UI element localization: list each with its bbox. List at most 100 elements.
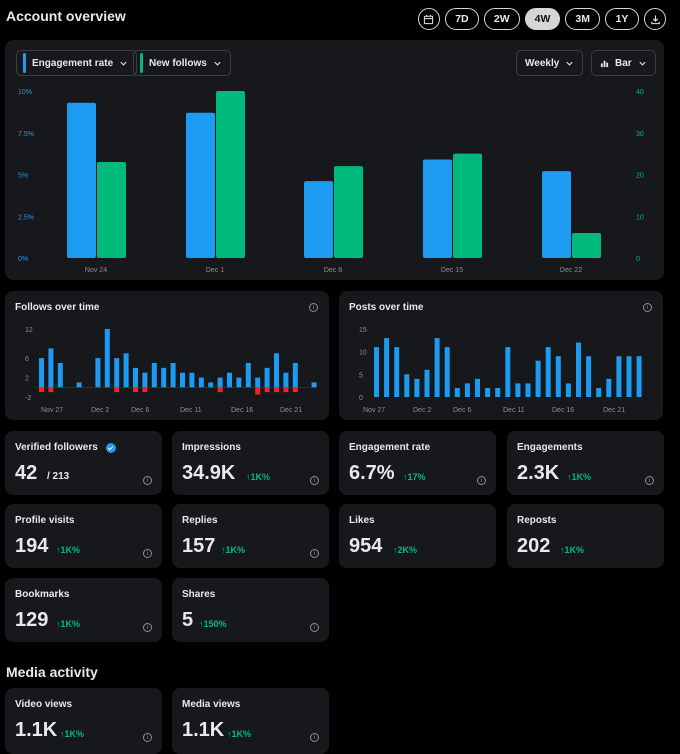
info-icon[interactable]: i [310, 733, 319, 742]
x-tick: Dec 11 [503, 407, 525, 414]
metric-label: Bookmarks [15, 589, 70, 600]
metric-card-engagement-rate[interactable]: Engagement rate 6.7% ↑17% i [339, 431, 496, 495]
metric-select-new-follows[interactable]: New follows [133, 50, 231, 76]
bar-follows-gain [274, 353, 279, 388]
download-button[interactable] [644, 8, 666, 30]
pill-label: Engagement rate [32, 57, 114, 69]
range-7d-button[interactable]: 7D [444, 8, 479, 30]
x-tick: Nov 27 [363, 407, 385, 414]
metric-card-engagements[interactable]: Engagements 2.3K ↑1K% i [507, 431, 664, 495]
period-select[interactable]: Weekly [516, 50, 584, 76]
info-icon[interactable]: i [310, 623, 319, 632]
bar-posts [384, 338, 390, 397]
bar-follows-gain [292, 363, 298, 388]
x-tick: Dec 1 [206, 267, 224, 274]
metric-card-impressions[interactable]: Impressions 34.9K ↑1K% i [172, 431, 329, 495]
bar-follows-loss [48, 387, 54, 393]
series-color-swatch [140, 53, 143, 73]
bar-follows-gain [227, 372, 232, 388]
bar-engagement-rate [304, 181, 333, 258]
metric-value: 34.9K [182, 462, 236, 484]
bar-follows-gain [170, 363, 176, 388]
bar-follows-gain [198, 377, 204, 388]
metric-card-bookmarks[interactable]: Bookmarks 129 ↑1K% i [5, 578, 162, 642]
metric-change: ↑1K% [246, 472, 271, 482]
bar-posts [535, 360, 541, 397]
pill-label: Weekly [525, 57, 560, 69]
bar-new-follows [97, 161, 126, 258]
page-title: Account overview [6, 8, 126, 24]
metric-label: Verified followers [15, 442, 98, 453]
metric-value: 954 [349, 535, 383, 557]
bar-follows-loss [292, 387, 298, 393]
y-tick: 5 [359, 372, 363, 379]
bar-new-follows [572, 232, 601, 258]
metric-card-profile-visits[interactable]: Profile visits 194 ↑1K% i [5, 504, 162, 568]
bar-follows-gain [283, 372, 289, 388]
info-icon[interactable]: i [310, 549, 319, 558]
info-icon[interactable]: i [309, 303, 318, 312]
y-tick-right: 10 [636, 214, 644, 221]
chevron-down-icon [120, 61, 127, 66]
range-4w-button[interactable]: 4W [524, 8, 561, 30]
bar-follows-gain [161, 367, 167, 388]
metric-change: ↑1K% [221, 545, 246, 555]
bar-follows-gain [189, 372, 195, 388]
metric-card-verified-followers[interactable]: Verified followers 42 / 213 i [5, 431, 162, 495]
info-icon[interactable]: i [477, 476, 486, 485]
x-tick: Dec 15 [441, 267, 463, 274]
metric-change: ↑1K% [60, 729, 85, 739]
card-title: Posts over time [349, 302, 424, 313]
bar-posts [464, 383, 470, 397]
metric-card-reposts[interactable]: Reposts 202 ↑1K% [507, 504, 664, 568]
bar-engagement-rate [186, 112, 215, 259]
calendar-button[interactable] [417, 8, 440, 30]
metric-card-likes[interactable]: Likes 954 ↑2K% [339, 504, 496, 568]
metric-card-video-views[interactable]: Video views 1.1K ↑1K% i [5, 688, 162, 754]
bar-follows-gain [57, 363, 63, 388]
bar-follows-loss [133, 387, 138, 393]
chevron-down-icon [566, 61, 573, 66]
bar-posts [374, 347, 379, 397]
metric-card-shares[interactable]: Shares 5 ↑150% i [172, 578, 329, 642]
range-3m-button[interactable]: 3M [565, 8, 600, 30]
bar-follows-gain [264, 367, 270, 388]
info-icon[interactable]: i [143, 549, 152, 558]
bar-posts [616, 356, 622, 397]
metric-change: ↑2K% [393, 545, 418, 555]
info-icon[interactable]: i [310, 476, 319, 485]
bar-posts [555, 356, 561, 397]
bar-posts [485, 387, 491, 397]
range-1y-button[interactable]: 1Y [605, 8, 639, 30]
download-icon [650, 14, 660, 24]
bar-new-follows [453, 153, 482, 258]
metric-value: 202 [517, 535, 551, 557]
x-tick: Dec 8 [324, 267, 342, 274]
bar-posts [495, 387, 501, 397]
metric-change: ↑1K% [56, 545, 81, 555]
bar-posts [414, 378, 420, 397]
info-icon[interactable]: i [645, 476, 654, 485]
info-icon[interactable]: i [143, 733, 152, 742]
info-icon[interactable]: i [143, 476, 152, 485]
bar-posts [596, 387, 602, 397]
bar-posts [444, 347, 450, 397]
range-2w-button[interactable]: 2W [483, 8, 520, 30]
info-icon[interactable]: i [643, 303, 652, 312]
info-icon[interactable]: i [143, 623, 152, 632]
bar-chart-icon [600, 60, 609, 67]
chart-type-select[interactable]: Bar [591, 50, 656, 76]
bar-posts [424, 369, 430, 397]
metric-value: 157 [182, 535, 216, 557]
y-tick-right: 20 [636, 173, 644, 180]
follows-over-time-card: Follows over time i 12 6 2 -2 Nov 27 Dec 2 Dec… [5, 291, 329, 420]
bar-posts [586, 356, 592, 397]
metric-select-engagement-rate[interactable]: Engagement rate [16, 50, 138, 76]
bar-posts [404, 374, 410, 397]
metric-card-replies[interactable]: Replies 157 ↑1K% i [172, 504, 329, 568]
bar-follows-gain [123, 353, 129, 388]
metric-card-media-views[interactable]: Media views 1.1K ↑1K% i [172, 688, 329, 754]
metric-value: 2.3K [517, 462, 560, 484]
x-tick: Dec 11 [180, 407, 202, 414]
bar-posts [434, 338, 440, 397]
